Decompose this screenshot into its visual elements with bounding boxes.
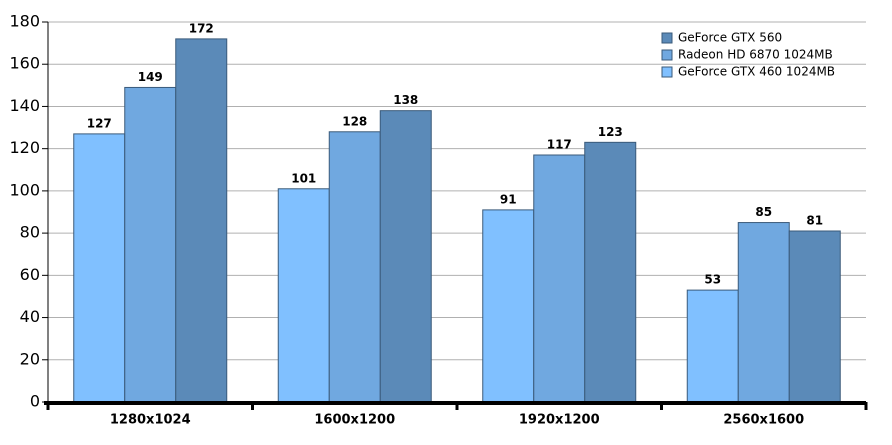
value-label: 123 <box>598 125 623 139</box>
y-tick-label: 160 <box>9 54 40 73</box>
value-label: 117 <box>547 138 572 152</box>
value-label: 53 <box>704 273 721 287</box>
bar <box>686 289 739 403</box>
y-tick-label: 80 <box>20 223 40 242</box>
bar <box>73 133 126 403</box>
x-tick-label: 1280x1024 <box>110 413 191 428</box>
bar <box>328 131 381 403</box>
bar <box>277 188 330 403</box>
bar <box>584 141 637 403</box>
bar <box>788 230 841 403</box>
value-label: 149 <box>138 70 163 84</box>
legend-swatch <box>661 66 673 78</box>
bar <box>533 154 586 403</box>
y-tick-label: 40 <box>20 307 40 326</box>
y-tick-label: 140 <box>9 96 40 115</box>
legend-label: GeForce GTX 460 1024MB <box>678 65 835 79</box>
bar <box>175 38 228 403</box>
value-label: 81 <box>806 214 823 228</box>
value-label: 172 <box>189 21 214 35</box>
value-label: 91 <box>500 192 517 206</box>
legend-swatch <box>661 49 673 61</box>
x-tick-label: 1920x1200 <box>519 413 600 428</box>
value-label: 128 <box>342 114 367 128</box>
y-tick-label: 60 <box>20 265 40 284</box>
value-label: 127 <box>87 116 112 130</box>
y-tick-label: 180 <box>9 12 40 31</box>
bar <box>737 222 790 403</box>
bar <box>379 110 432 403</box>
y-tick-label: 100 <box>9 180 40 199</box>
legend-swatch <box>661 32 673 44</box>
x-tick-label: 1600x1200 <box>314 413 395 428</box>
y-tick-label: 120 <box>9 138 40 157</box>
y-tick-label: 20 <box>20 349 40 368</box>
x-tick-label: 2560x1600 <box>723 413 804 428</box>
legend-label: GeForce GTX 560 <box>678 31 782 45</box>
bar <box>124 86 177 403</box>
y-tick-label: 0 <box>30 392 40 411</box>
value-label: 101 <box>291 171 316 185</box>
bar <box>482 209 535 403</box>
value-label: 138 <box>393 93 418 107</box>
value-label: 85 <box>755 205 772 219</box>
legend-label: Radeon HD 6870 1024MB <box>678 48 833 62</box>
